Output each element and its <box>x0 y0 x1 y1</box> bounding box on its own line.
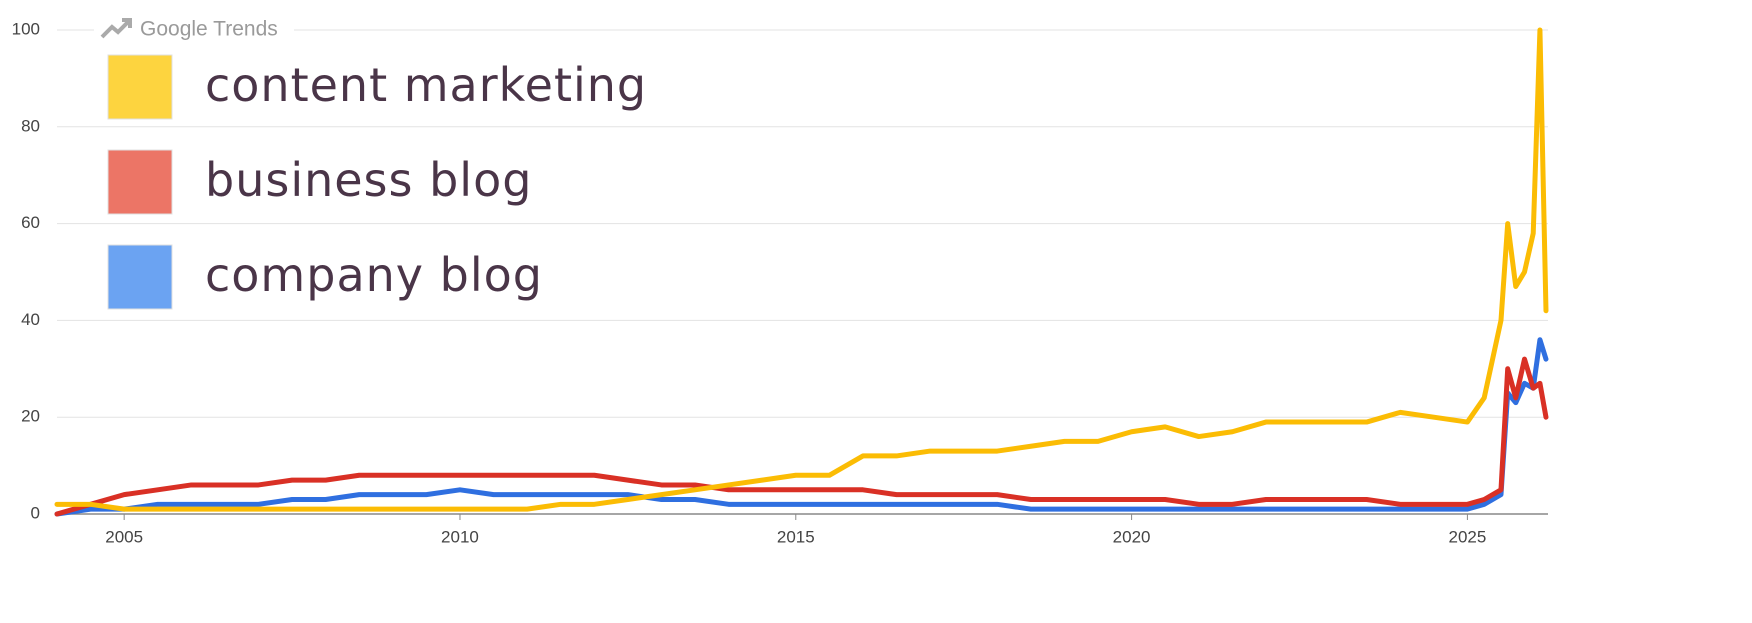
legend: content marketing business blog company bl… <box>107 54 647 310</box>
legend-label: company blog <box>205 248 543 302</box>
legend-label: business blog <box>205 153 532 207</box>
y-tick-label: 100 <box>12 19 40 38</box>
y-tick-label: 0 <box>31 503 40 522</box>
source-logo: Google Trends <box>140 18 278 41</box>
logo-icon <box>100 18 132 39</box>
series-line <box>54 337 1549 517</box>
logo-backdrop <box>94 12 294 46</box>
grid: 0 20 40 60 80 100 2005 2010 2015 2020 2025 <box>12 19 1548 546</box>
y-tick-label: 80 <box>21 116 40 135</box>
legend-swatch <box>107 244 173 310</box>
legend-label: content marketing <box>205 58 647 112</box>
logo-icon <box>122 18 132 28</box>
x-tick-label: 2015 <box>777 527 815 546</box>
x-tick-label: 2010 <box>441 527 479 546</box>
legend-swatch <box>107 149 173 215</box>
series-line <box>54 27 1549 512</box>
x-tick-label: 2005 <box>105 527 143 546</box>
x-tick-label: 2025 <box>1448 527 1486 546</box>
lines <box>54 27 1549 517</box>
y-tick-label: 20 <box>21 407 40 426</box>
x-tick-label: 2020 <box>1113 527 1151 546</box>
y-tick-label: 60 <box>21 213 40 232</box>
legend-swatch <box>107 54 173 120</box>
y-tick-label: 40 <box>21 310 40 329</box>
series-line <box>54 356 1549 517</box>
